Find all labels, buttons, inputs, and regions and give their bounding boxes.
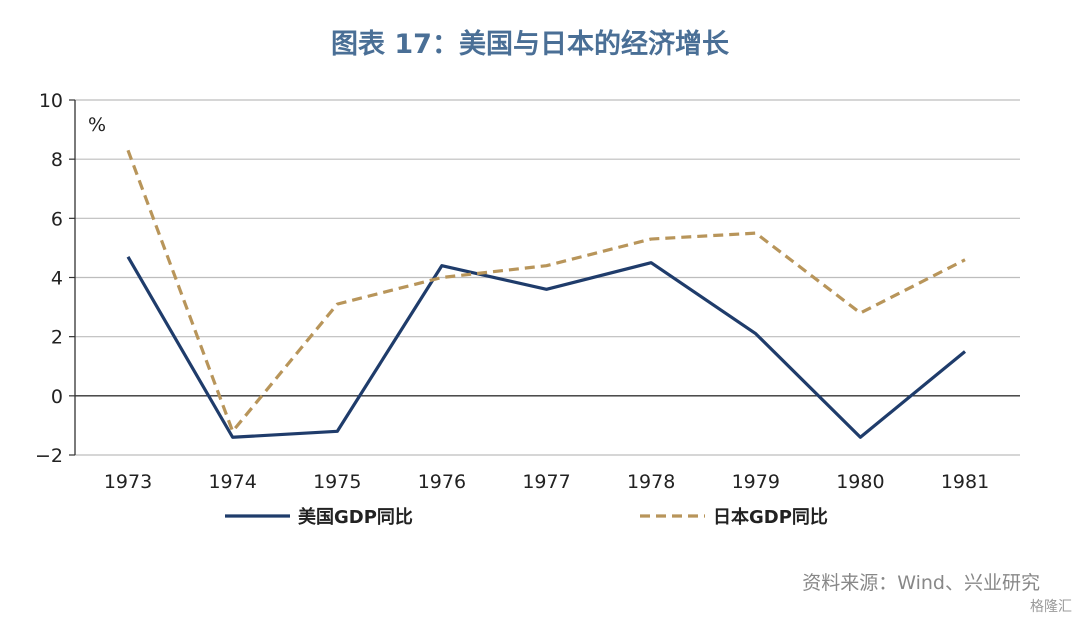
x-tick-label: 1976 [418, 471, 466, 493]
watermark: 格隆汇 [1030, 599, 1072, 615]
y-tick-label: 6 [51, 208, 63, 230]
series-line-japan-gdp [126, 149, 966, 433]
axes [69, 99, 1020, 456]
series-lines [126, 149, 967, 439]
x-tick-label: 1981 [941, 471, 989, 493]
y-tick-label: 8 [51, 149, 63, 171]
legend-label: 日本GDP同比 [713, 506, 828, 528]
y-tick-label: 4 [51, 268, 63, 290]
series-line-us-gdp [126, 255, 967, 439]
x-tick-label: 1977 [522, 471, 570, 493]
legend-label: 美国GDP同比 [298, 506, 413, 528]
x-tick-label: 1979 [732, 471, 780, 493]
y-tick-labels: −2 0 2 4 6 8 10 [35, 90, 63, 467]
x-tick-label: 1974 [208, 471, 256, 493]
y-axis-unit-label: % [88, 114, 106, 136]
y-tick-label: −2 [35, 445, 63, 467]
x-tick-labels: 1973 1974 1975 1976 1977 1978 1979 1980 1981 [104, 471, 989, 493]
x-tick-label: 1978 [627, 471, 675, 493]
legend: 美国GDP同比 日本GDP同比 [225, 506, 828, 528]
x-tick-label: 1975 [313, 471, 361, 493]
gridlines [75, 99, 1020, 456]
y-tick-label: 2 [51, 327, 63, 349]
x-tick-label: 1980 [836, 471, 884, 493]
x-tick-label: 1973 [104, 471, 152, 493]
y-tick-label: 10 [39, 90, 63, 112]
chart-title: 图表 17：美国与日本的经济增长 [331, 29, 729, 60]
y-tick-label: 0 [51, 386, 63, 408]
source-note: 资料来源：Wind、兴业研究 [802, 572, 1040, 594]
